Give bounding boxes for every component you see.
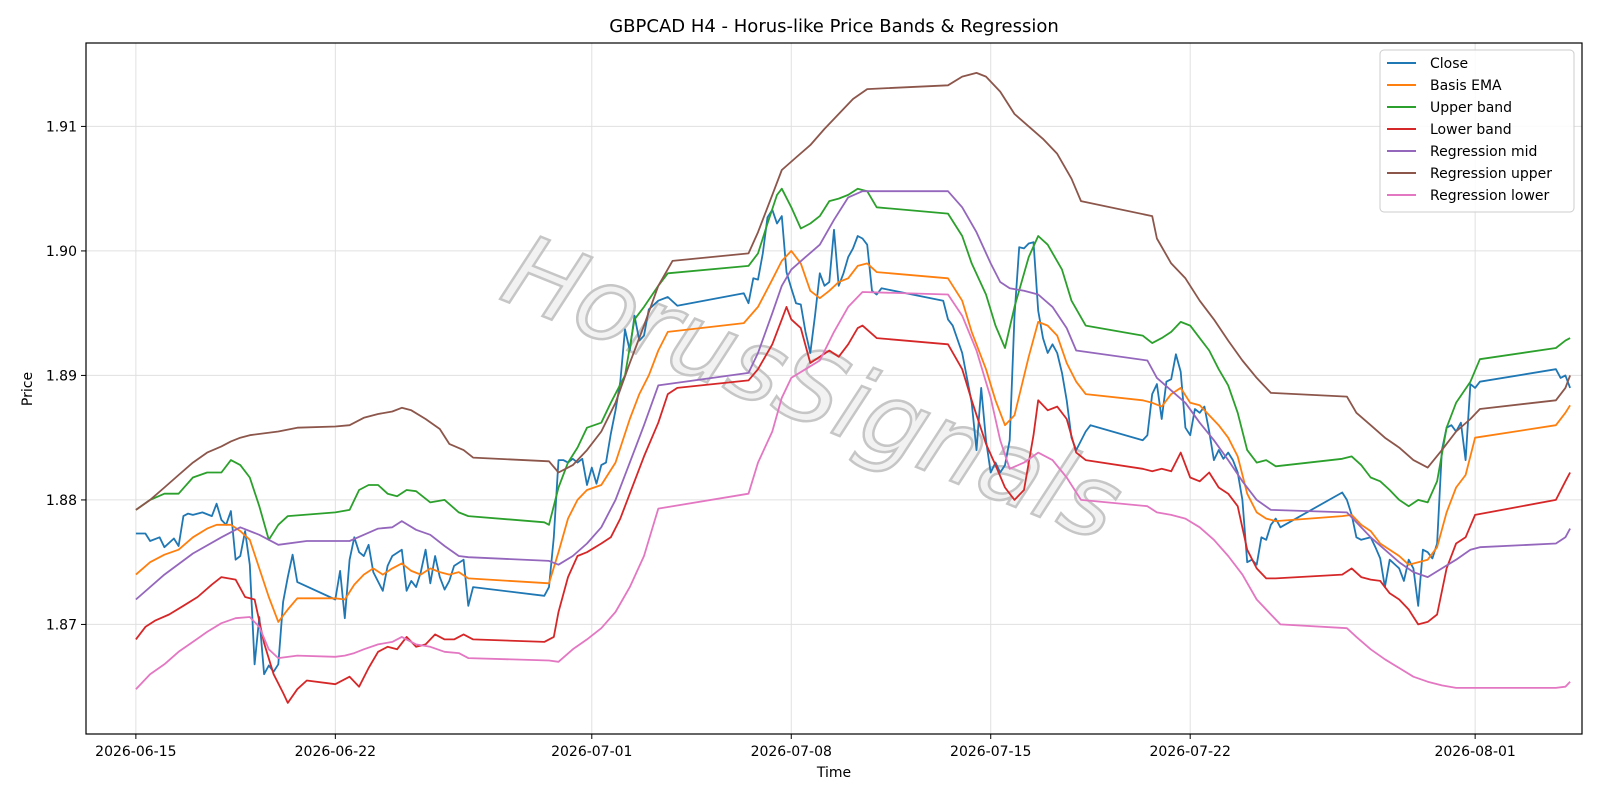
legend-label-regression-mid: Regression mid <box>1430 144 1537 160</box>
y-tick-label: 1.89 <box>46 368 77 384</box>
x-tick-label: 2026-07-22 <box>1150 744 1231 760</box>
series-line-regression-mid <box>135 190 1571 601</box>
series-line-lower-band <box>135 306 1571 704</box>
y-axis-ticks: 1.87 1.88 1.89 1.90 1.91 <box>46 119 86 633</box>
series-line-regression-upper <box>135 72 1571 511</box>
x-tick-label: 2026-06-15 <box>95 744 176 760</box>
legend-label-upper-band: Upper band <box>1430 100 1512 116</box>
plot-frame <box>85 42 1583 735</box>
y-tick-label: 1.90 <box>46 244 77 260</box>
series-line-basis-ema <box>135 250 1571 623</box>
legend-label-regression-upper: Regression upper <box>1430 166 1552 182</box>
legend-box <box>1379 49 1575 213</box>
grid-lines <box>86 43 1582 734</box>
series-line-upper-band <box>135 187 1571 541</box>
x-axis-label: Time <box>816 765 851 781</box>
x-tick-label: 2026-06-22 <box>295 744 376 760</box>
legend-label-regression-lower: Regression lower <box>1430 188 1550 204</box>
x-axis-ticks: 2026-06-15 2026-06-22 2026-07-01 2026-07-08… <box>95 734 1516 760</box>
x-tick-label: 2026-07-15 <box>950 744 1031 760</box>
y-tick-label: 1.87 <box>46 617 77 633</box>
x-tick-label: 2026-08-01 <box>1434 744 1515 760</box>
legend-label-lower-band: Lower band <box>1430 122 1512 138</box>
series-line-regression-lower <box>135 291 1571 690</box>
series-lines <box>135 72 1571 704</box>
chart-title: GBPCAD H4 - Horus-like Price Bands & Reg… <box>609 16 1059 37</box>
y-axis-label: Price <box>20 372 36 406</box>
series-line-close <box>135 208 1571 676</box>
legend-label-basis-ema: Basis EMA <box>1430 78 1502 94</box>
y-tick-label: 1.88 <box>46 493 77 509</box>
legend: Close Basis EMA Upper band Lower band Regres… <box>1379 49 1575 213</box>
y-tick-label: 1.91 <box>46 119 77 135</box>
legend-label-close: Close <box>1430 56 1468 72</box>
x-tick-label: 2026-07-01 <box>551 744 632 760</box>
x-tick-label: 2026-07-08 <box>751 744 832 760</box>
